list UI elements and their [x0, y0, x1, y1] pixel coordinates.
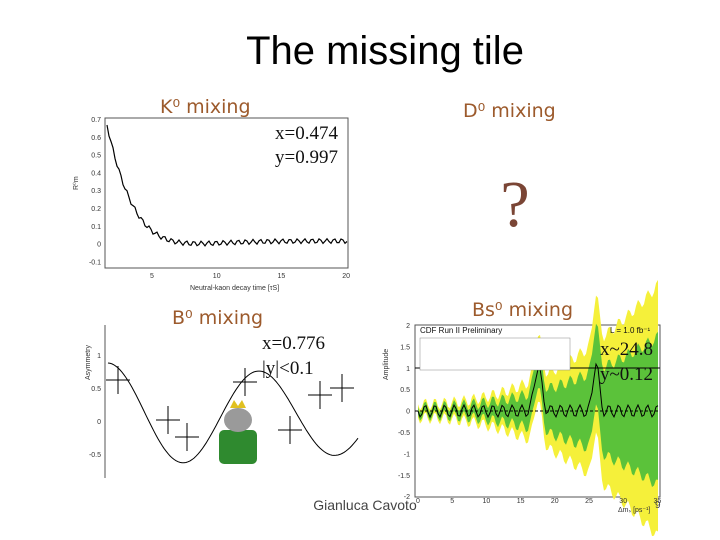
y-tick-label: 0.4: [91, 170, 101, 177]
x-tick-label: 25: [585, 498, 593, 505]
y-tick-label: 1.5: [400, 344, 410, 351]
y-tick-label: 0.5: [400, 387, 410, 394]
y-tick-label: 0.1: [91, 224, 101, 231]
band-inner: [418, 323, 658, 487]
k0-curve: [106, 124, 348, 247]
x-tick-label: 30: [619, 498, 627, 505]
x-tick-label: 5: [450, 498, 454, 505]
x-tick-label: 35: [654, 498, 662, 505]
y-tick-label: 1: [97, 353, 101, 360]
y-tick-label: 0.2: [91, 206, 101, 213]
x-tick-label: 15: [278, 273, 286, 280]
y-tick-label: 2: [406, 323, 410, 330]
page-number: 9: [655, 500, 661, 511]
y-tick-label: 0.7: [91, 117, 101, 124]
x-tick-label: 20: [342, 273, 350, 280]
param: x=0.474: [275, 123, 338, 144]
panel-label: B⁰ mixing: [172, 307, 263, 329]
y-tick-label: 0: [97, 242, 101, 249]
panel-label: K⁰ mixing: [160, 96, 251, 118]
b0-curve: [107, 362, 359, 464]
axis-label: R⁰m: [72, 176, 80, 190]
panel-label: D⁰ mixing: [463, 100, 556, 122]
param: |y|<0.1: [262, 358, 314, 379]
param: x=0.776: [262, 333, 325, 354]
param: y~0.12: [600, 364, 653, 385]
param: y=0.997: [275, 147, 338, 168]
x-tick-label: 15: [517, 498, 525, 505]
axis-label: Amplitude: [383, 349, 390, 380]
axis-label: Asymmetry: [85, 345, 92, 381]
axis-label: Neutral-kaon decay time [τS]: [190, 285, 279, 292]
y-tick-label: 0.3: [91, 188, 101, 195]
y-tick-label: -0.1: [89, 259, 101, 266]
x-tick-label: 20: [551, 498, 559, 505]
y-tick-label: 0.5: [91, 386, 101, 393]
x-tick-label: 10: [483, 498, 491, 505]
question-mark: ?: [500, 168, 529, 241]
y-tick-label: 0: [406, 409, 410, 416]
x-tick-label: 10: [213, 273, 221, 280]
y-tick-label: 0: [97, 419, 101, 426]
plot-header: CDF Run II Preliminary: [420, 326, 502, 335]
x-tick-label: 5: [150, 273, 154, 280]
axis-label: Δmₛ [ps⁻¹]: [618, 507, 650, 514]
panel-label: Bs⁰ mixing: [472, 299, 573, 321]
y-tick-label: 0.6: [91, 135, 101, 142]
y-tick-label: -0.5: [398, 430, 410, 437]
k0-plot-frame: [104, 117, 349, 269]
y-tick-label: -1.5: [398, 473, 410, 480]
y-tick-label: 0.5: [91, 153, 101, 160]
b0-points: [106, 366, 354, 451]
mascot: [219, 400, 257, 464]
slide-title: The missing tile: [246, 29, 524, 73]
legend-box: [419, 337, 571, 371]
author: Gianluca Cavoto: [313, 497, 417, 513]
y-tick-label: -0.5: [89, 452, 101, 459]
y-tick-label: 1: [406, 366, 410, 373]
param: x~24.8: [600, 339, 653, 360]
lumi: L = 1.0 fb⁻¹: [610, 326, 651, 335]
y-tick-label: -2: [404, 494, 410, 501]
y-tick-label: -1: [404, 451, 410, 458]
x-tick-label: 0: [416, 498, 420, 505]
